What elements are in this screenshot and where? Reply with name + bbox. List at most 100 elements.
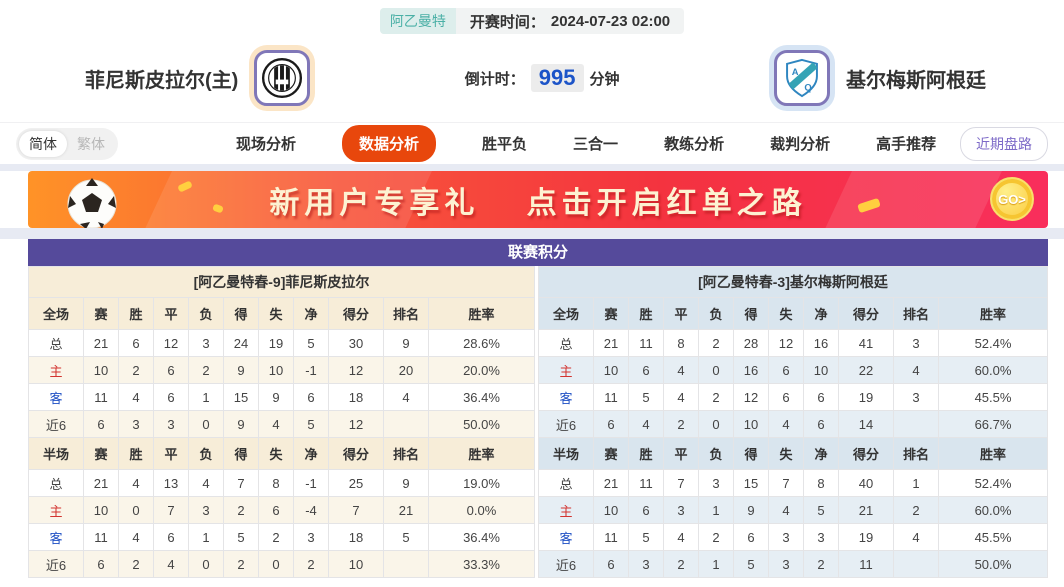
stat-cell: 11 bbox=[593, 383, 629, 411]
stat-cell: 6 bbox=[768, 383, 804, 411]
column-header: 得分 bbox=[838, 437, 894, 470]
column-header: 胜率 bbox=[428, 297, 535, 330]
stat-cell: 6 bbox=[803, 383, 839, 411]
stat-cell: 5 bbox=[293, 410, 329, 438]
column-header: 胜 bbox=[118, 297, 154, 330]
stat-cell: 4 bbox=[153, 550, 189, 578]
column-header: 胜率 bbox=[938, 437, 1048, 470]
stat-cell: 60.0% bbox=[938, 356, 1048, 384]
stat-cell: 5 bbox=[383, 523, 429, 551]
stat-cell: 12 bbox=[768, 329, 804, 357]
go-button-label: GO> bbox=[998, 191, 1026, 207]
stat-cell: 2 bbox=[293, 550, 329, 578]
stat-cell: 2 bbox=[803, 550, 839, 578]
column-header: 赛 bbox=[83, 297, 119, 330]
away-team: A Q 基尔梅斯阿根廷 bbox=[773, 50, 986, 106]
stat-cell: 21 bbox=[593, 469, 629, 497]
stat-cell: 30 bbox=[328, 329, 384, 357]
column-header: 失 bbox=[768, 297, 804, 330]
stat-cell: 12 bbox=[733, 383, 769, 411]
stat-cell: 2 bbox=[663, 410, 699, 438]
section-label: 全场 bbox=[538, 297, 594, 330]
stat-cell: 3 bbox=[768, 523, 804, 551]
stat-cell: 8 bbox=[803, 469, 839, 497]
column-header: 胜 bbox=[118, 437, 154, 470]
stat-cell: 20.0% bbox=[428, 356, 535, 384]
column-header: 平 bbox=[663, 437, 699, 470]
lang-traditional[interactable]: 繁体 bbox=[77, 135, 105, 152]
stat-cell: 12 bbox=[328, 410, 384, 438]
stat-cell: 2 bbox=[663, 550, 699, 578]
section-label: 半场 bbox=[538, 437, 594, 470]
stat-cell: 21 bbox=[83, 469, 119, 497]
table-row: 主 10 6 3 1 9 4 5 21 2 60.0% bbox=[538, 496, 1048, 524]
stat-cell: 10 bbox=[733, 410, 769, 438]
soccer-ball-icon bbox=[66, 178, 118, 228]
stat-cell: 3 bbox=[893, 329, 939, 357]
nav-tab[interactable]: 教练分析 bbox=[664, 136, 725, 153]
stat-cell: 0 bbox=[118, 496, 154, 524]
stat-cell: 6 bbox=[768, 356, 804, 384]
stat-cell: 5 bbox=[293, 329, 329, 357]
nav-tab[interactable]: 现场分析 bbox=[236, 136, 297, 153]
stat-cell: 28 bbox=[733, 329, 769, 357]
nav-tab[interactable]: 胜平负 bbox=[482, 136, 528, 153]
stat-cell: 0 bbox=[188, 550, 224, 578]
stat-cell: 19 bbox=[258, 329, 294, 357]
banner-headline: 新用户专享礼 点击开启红单之路 bbox=[28, 178, 1048, 222]
column-header: 胜率 bbox=[938, 297, 1048, 330]
column-header: 得 bbox=[733, 297, 769, 330]
countdown-label: 倒计时： bbox=[464, 70, 525, 88]
panel-team-header: [阿乙曼特春-3]基尔梅斯阿根廷 bbox=[538, 266, 1048, 298]
stat-cell: 2 bbox=[698, 329, 734, 357]
recent-handicap-button[interactable]: 近期盘路 bbox=[960, 126, 1048, 161]
stat-cell: 0.0% bbox=[428, 496, 535, 524]
row-label: 近6 bbox=[538, 550, 594, 578]
stat-cell: 1 bbox=[698, 496, 734, 524]
stat-cell: 16 bbox=[733, 356, 769, 384]
row-label: 客 bbox=[538, 523, 594, 551]
stat-cell: 4 bbox=[188, 469, 224, 497]
column-header: 净 bbox=[803, 297, 839, 330]
column-header: 失 bbox=[768, 437, 804, 470]
column-header: 赛 bbox=[83, 437, 119, 470]
stat-cell: 12 bbox=[153, 329, 189, 357]
table-row: 近6 6 4 2 0 10 4 6 14 66.7% bbox=[538, 410, 1048, 438]
row-label: 近6 bbox=[28, 550, 84, 578]
section-label: 半场 bbox=[28, 437, 84, 470]
stat-cell: 11 bbox=[593, 523, 629, 551]
stat-cell: 1 bbox=[698, 550, 734, 578]
stat-cell: 3 bbox=[153, 410, 189, 438]
stat-cell: 41 bbox=[838, 329, 894, 357]
match-header: 菲尼斯皮拉尔(主) 倒计时： 995 分钟 bbox=[0, 34, 1064, 122]
stat-cell: 7 bbox=[663, 469, 699, 497]
stat-cell: 21 bbox=[593, 329, 629, 357]
go-button[interactable]: GO> bbox=[990, 177, 1034, 221]
nav-bar: 简体 繁体 现场分析 数据分析 胜平负 三合一 教练分析 裁判分析 高手推荐 近期盘路 bbox=[0, 122, 1064, 164]
stat-cell: 4 bbox=[768, 410, 804, 438]
stat-cell: 6 bbox=[593, 550, 629, 578]
nav-tab[interactable]: 三合一 bbox=[573, 136, 619, 153]
column-header: 得 bbox=[733, 437, 769, 470]
kickoff-label: 开赛时间： bbox=[469, 13, 545, 31]
promo-banner[interactable]: 新用户专享礼 点击开启红单之路 GO> bbox=[28, 171, 1048, 228]
column-header: 平 bbox=[153, 297, 189, 330]
stat-cell: 21 bbox=[383, 496, 429, 524]
stat-cell: 11 bbox=[628, 329, 664, 357]
nav-tab[interactable]: 裁判分析 bbox=[770, 136, 831, 153]
nav-tab[interactable]: 高手推荐 bbox=[876, 136, 937, 153]
table-row: 主 10 2 6 2 9 10 -1 12 20 20.0% bbox=[28, 356, 535, 384]
stat-cell: -1 bbox=[293, 469, 329, 497]
away-team-name: 基尔梅斯阿根廷 bbox=[845, 69, 986, 92]
countdown: 倒计时： 995 分钟 bbox=[465, 64, 620, 92]
column-header: 平 bbox=[663, 297, 699, 330]
lang-simplified[interactable]: 简体 bbox=[19, 130, 67, 157]
stat-cell: 19.0% bbox=[428, 469, 535, 497]
stat-cell bbox=[893, 550, 939, 578]
stat-cell: 4 bbox=[628, 410, 664, 438]
nav-tab[interactable]: 数据分析 bbox=[342, 125, 437, 162]
stat-cell: 2 bbox=[698, 383, 734, 411]
stat-cell: 24 bbox=[223, 329, 259, 357]
stat-cell: 45.5% bbox=[938, 383, 1048, 411]
stat-cell: 2 bbox=[223, 550, 259, 578]
